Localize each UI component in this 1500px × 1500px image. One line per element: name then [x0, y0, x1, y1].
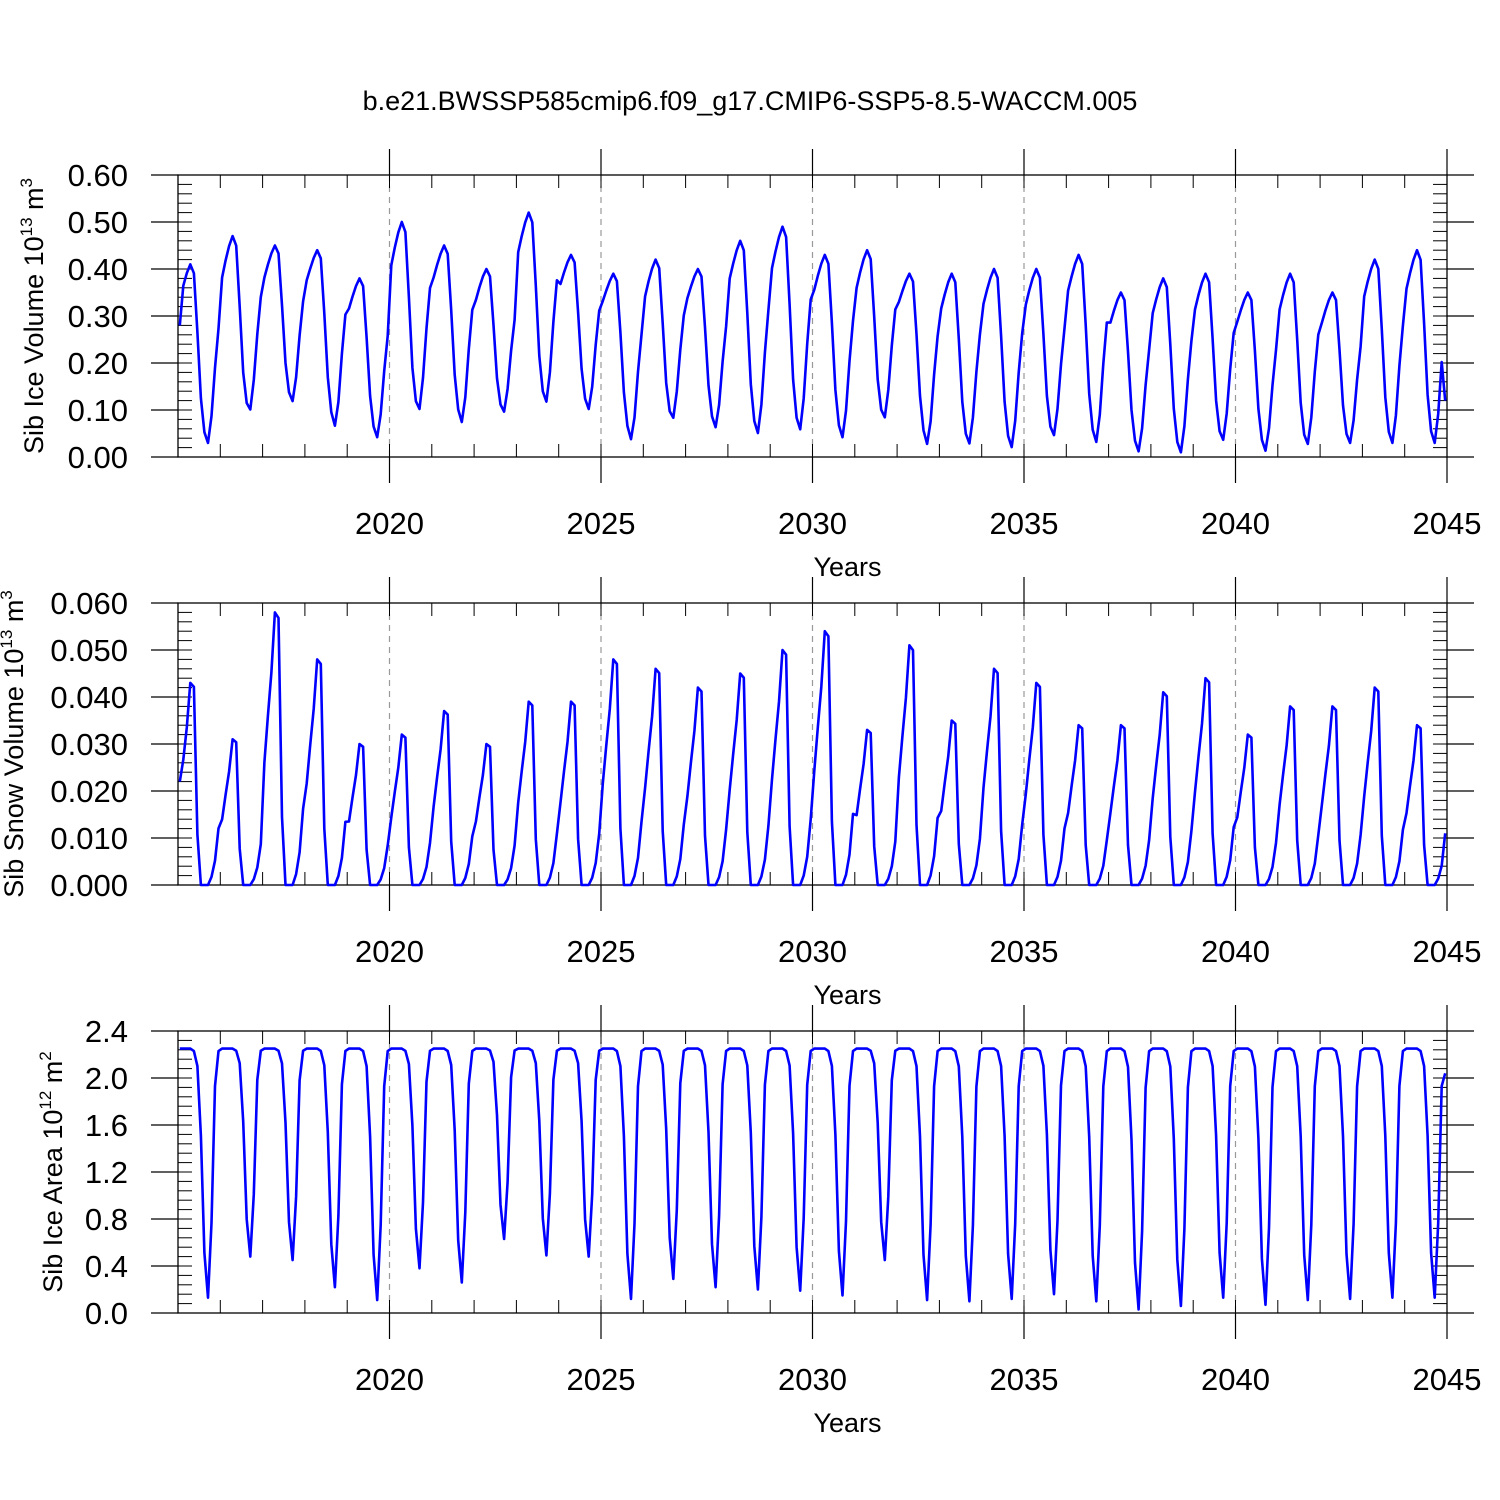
- x-tick-label: 2025: [567, 506, 636, 541]
- x-tick-label: 2030: [778, 1362, 847, 1397]
- x-tick-label: 2045: [1413, 934, 1482, 969]
- x-tick-label: 2040: [1201, 934, 1270, 969]
- y-tick-label: 1.2: [85, 1155, 128, 1190]
- x-tick-label: 2040: [1201, 1362, 1270, 1397]
- sib-ice-area-series-line: [179, 1047, 1447, 1311]
- x-tick-label: 2040: [1201, 506, 1270, 541]
- x-tick-label: 2030: [778, 934, 847, 969]
- y-tick-label: 0.00: [68, 440, 128, 475]
- y-axis-label: Sib Ice Volume 1013 m3: [17, 178, 49, 454]
- plot-frame: [177, 174, 1448, 458]
- x-tick-label: 2035: [990, 1362, 1059, 1397]
- y-tick-label: 2.0: [85, 1061, 128, 1096]
- x-tick-label: 2035: [990, 934, 1059, 969]
- y-tick-label: 2.4: [85, 1014, 128, 1049]
- y-tick-label: 0.8: [85, 1202, 128, 1237]
- sib-ice-volume-series-line: [178, 211, 1447, 454]
- y-tick-label: 0.010: [50, 821, 128, 856]
- y-tick-label: 0.60: [68, 158, 128, 193]
- figure-title: b.e21.BWSSP585cmip6.f09_g17.CMIP6-SSP5-8…: [363, 86, 1138, 116]
- y-tick-label: 0.060: [50, 586, 128, 621]
- x-tick-label: 2045: [1413, 506, 1482, 541]
- y-tick-label: 0.0: [85, 1296, 128, 1331]
- y-tick-label: 0.30: [68, 299, 128, 334]
- y-axis-label: Sib Snow Volume 1013 m3: [0, 590, 29, 898]
- y-tick-label: 0.10: [68, 393, 128, 428]
- y-axis-label: Sib Ice Area 1012 m2: [36, 1051, 68, 1293]
- x-tick-label: 2045: [1413, 1362, 1482, 1397]
- sib-snow-volume-panel: 0.000 0.010 0.020 0.030 0.040 0.050 0.060 2020 2…: [0, 577, 1481, 1010]
- y-tick-label: 0.050: [50, 633, 128, 668]
- x-axis-label: Years: [813, 1408, 881, 1438]
- x-tick-label: 2030: [778, 506, 847, 541]
- y-tick-label: 1.6: [85, 1108, 128, 1143]
- y-tick-label: 0.50: [68, 205, 128, 240]
- plot-frame: [177, 1030, 1448, 1314]
- x-axis-label: Years: [813, 552, 881, 582]
- y-tick-label: 0.4: [85, 1249, 128, 1284]
- sib-ice-area-panel: 0.0 0.4 0.8 1.2 1.6 2.0 2.4 2020 2025 2030 2035 204…: [36, 1005, 1481, 1438]
- y-tick-label: 0.20: [68, 346, 128, 381]
- x-tick-label: 2020: [355, 506, 424, 541]
- y-tick-label: 0.040: [50, 680, 128, 715]
- y-tick-label: 0.020: [50, 774, 128, 809]
- x-axis-label: Years: [813, 980, 881, 1010]
- sib-snow-volume-series-line: [178, 611, 1447, 887]
- x-tick-label: 2020: [355, 1362, 424, 1397]
- sib-ice-volume-panel: 0.00 0.10 0.20 0.30 0.40 0.50 0.60 2020 2025 2030…: [17, 149, 1481, 582]
- panels: 0.00 0.10 0.20 0.30 0.40 0.50 0.60 2020 2025 2030…: [0, 149, 1481, 1438]
- x-tick-label: 2035: [990, 506, 1059, 541]
- y-tick-label: 0.40: [68, 252, 128, 287]
- x-tick-label: 2020: [355, 934, 424, 969]
- x-tick-label: 2025: [567, 934, 636, 969]
- x-tick-label: 2025: [567, 1362, 636, 1397]
- plot-frame: [177, 602, 1448, 886]
- y-tick-label: 0.030: [50, 727, 128, 762]
- y-tick-label: 0.000: [50, 868, 128, 903]
